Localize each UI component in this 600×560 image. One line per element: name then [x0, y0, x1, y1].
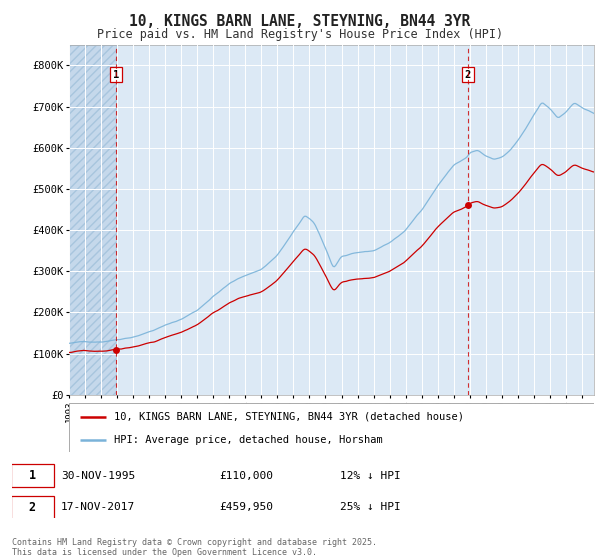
Text: Price paid vs. HM Land Registry's House Price Index (HPI): Price paid vs. HM Land Registry's House … [97, 28, 503, 41]
Text: 25% ↓ HPI: 25% ↓ HPI [340, 502, 401, 512]
Text: Contains HM Land Registry data © Crown copyright and database right 2025.
This d: Contains HM Land Registry data © Crown c… [12, 538, 377, 557]
Text: 10, KINGS BARN LANE, STEYNING, BN44 3YR: 10, KINGS BARN LANE, STEYNING, BN44 3YR [130, 14, 470, 29]
Text: 2: 2 [465, 69, 471, 80]
Text: 30-NOV-1995: 30-NOV-1995 [61, 470, 135, 480]
Text: £459,950: £459,950 [220, 502, 274, 512]
Text: 17-NOV-2017: 17-NOV-2017 [61, 502, 135, 512]
Bar [69, 45, 116, 395]
FancyBboxPatch shape [11, 464, 54, 487]
Bar [69, 45, 116, 395]
Text: £110,000: £110,000 [220, 470, 274, 480]
Text: 1: 1 [113, 69, 119, 80]
Text: 2: 2 [29, 501, 36, 514]
Text: 12% ↓ HPI: 12% ↓ HPI [340, 470, 401, 480]
Text: 10, KINGS BARN LANE, STEYNING, BN44 3YR (detached house): 10, KINGS BARN LANE, STEYNING, BN44 3YR … [113, 412, 464, 422]
Text: 1: 1 [29, 469, 36, 482]
FancyBboxPatch shape [11, 496, 54, 519]
Text: HPI: Average price, detached house, Horsham: HPI: Average price, detached house, Hors… [113, 435, 382, 445]
